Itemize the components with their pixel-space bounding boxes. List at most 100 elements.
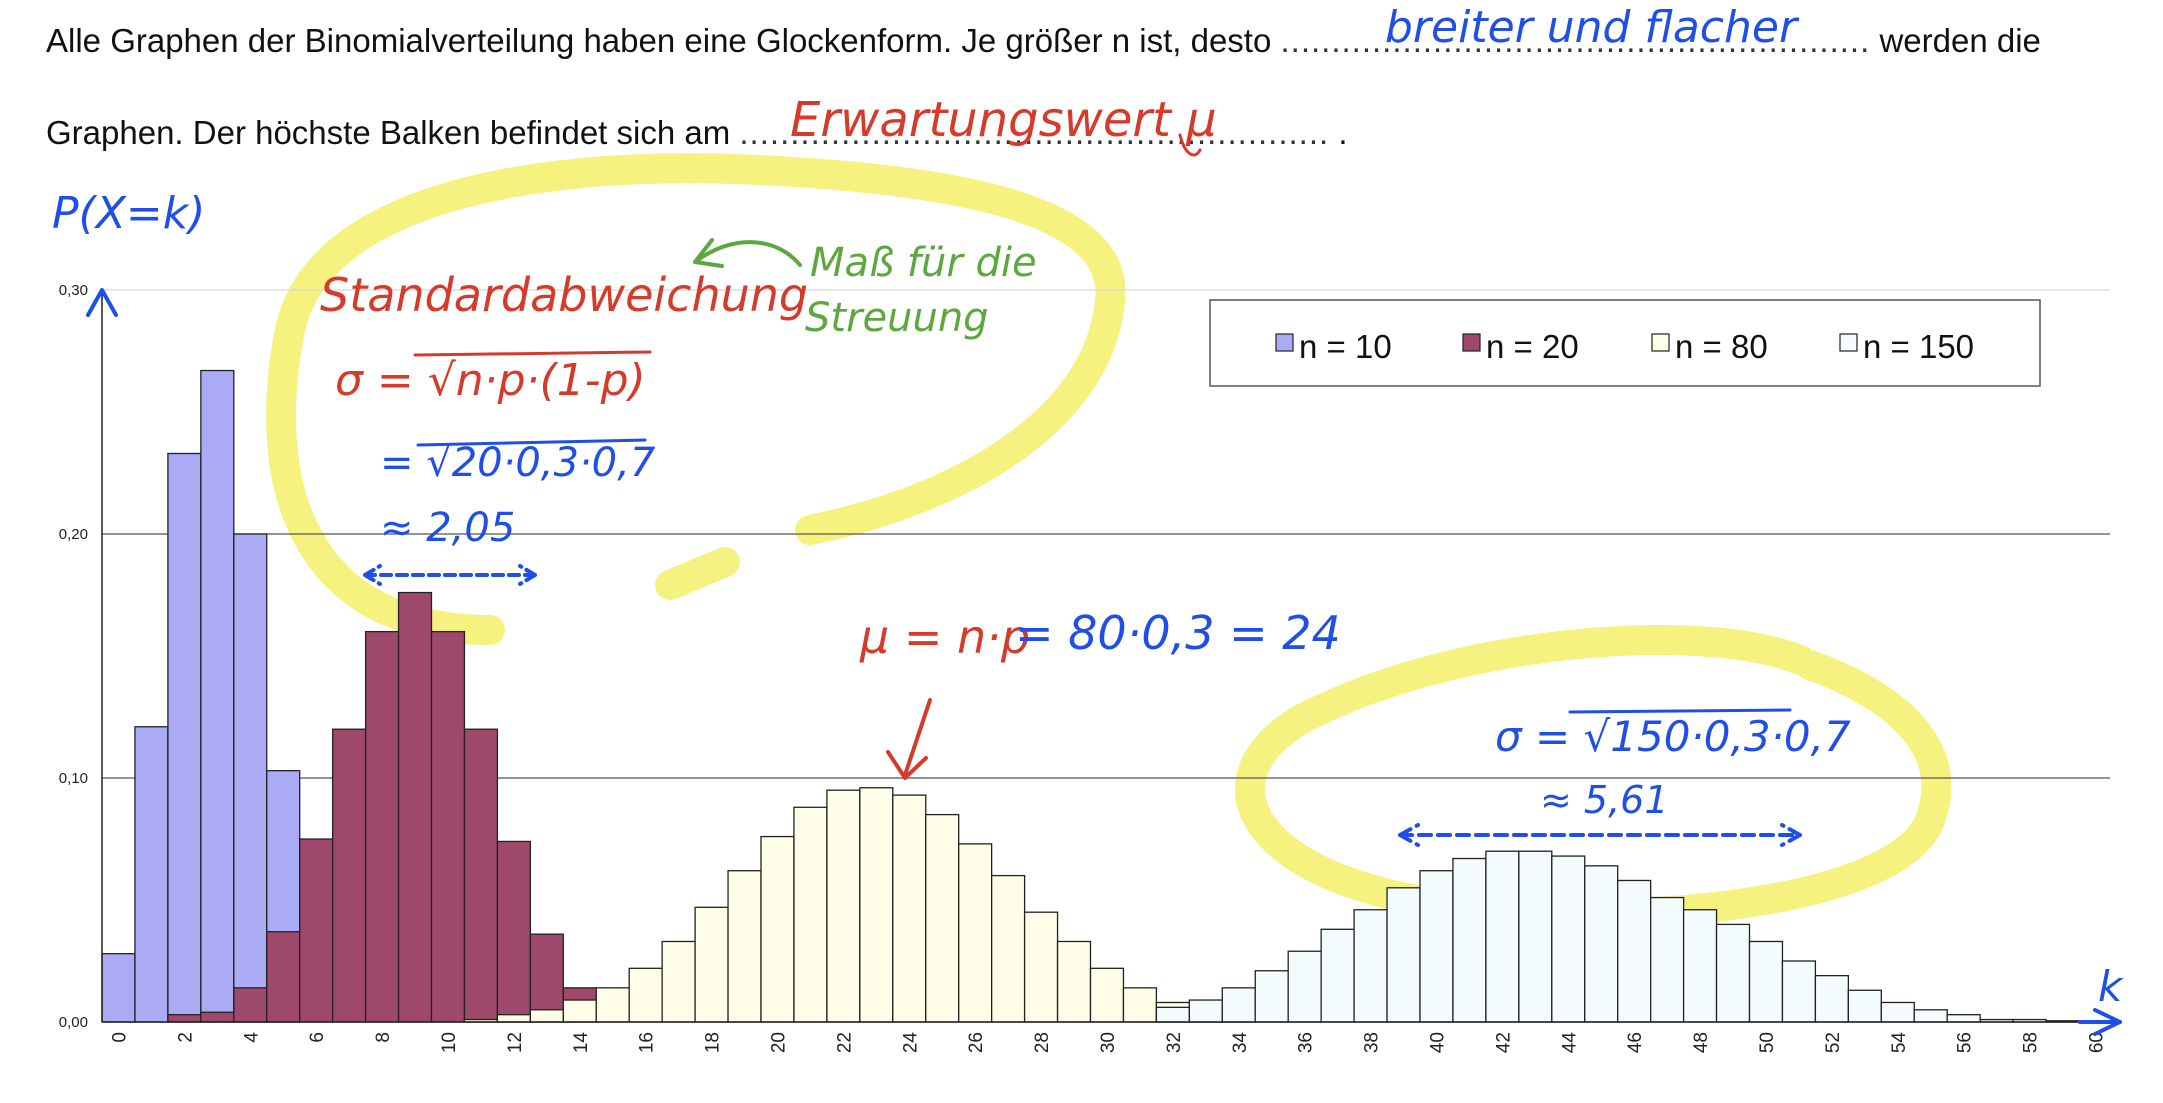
x-tick: 34: [1230, 1032, 1251, 1054]
mu-arrow-icon: [886, 698, 932, 780]
x-tick: 18: [703, 1032, 724, 1053]
x-tick-label: 24: [900, 1032, 921, 1054]
bar-series-4: [1320, 928, 1355, 1023]
x-tick: 60: [2086, 1032, 2107, 1053]
y-tick-label: 0,00: [59, 1014, 88, 1031]
bar-series-2: [167, 1014, 202, 1023]
bar-series-1: [134, 726, 169, 1023]
x-tick-label: 52: [1823, 1032, 1844, 1053]
mass-note-line-1: Maß für die: [810, 240, 1037, 286]
blank-2: ........................................…: [739, 114, 1330, 151]
x-tick-label: 48: [1691, 1032, 1712, 1053]
legend-swatch: [1839, 333, 1858, 352]
std-result: ≈ 2,05: [380, 505, 516, 551]
bar-series-4: [1254, 970, 1289, 1023]
bar-series-4: [1353, 909, 1388, 1023]
x-tick-label: 4: [241, 1032, 262, 1043]
sentence-1-end: werden die: [1879, 22, 2041, 59]
x-tick-label: 6: [307, 1032, 328, 1043]
bar-series-4: [1946, 1014, 1981, 1023]
bar-series-3: [595, 987, 630, 1023]
x-tick-label: 28: [1032, 1032, 1053, 1053]
bar-series-4: [1221, 987, 1256, 1023]
y-tick-label: 0,20: [59, 526, 88, 543]
bar-series-3: [892, 794, 927, 1023]
x-tick: 0: [109, 1032, 130, 1043]
bar-series-3: [1122, 987, 1158, 1023]
x-tick-labels: 0 2 4 6 8 10 12 14 16 18 20 22 24 26 28 30 32 34 36 38 40 42 4…: [109, 1032, 2107, 1054]
bar-series-1: [233, 533, 268, 1023]
x-tick: 36: [1296, 1032, 1317, 1053]
x-tick-label: 2: [175, 1032, 196, 1043]
x-tick-label: 12: [505, 1032, 526, 1053]
bar-series-1: [101, 953, 136, 1023]
x-tick-label: 20: [768, 1032, 789, 1053]
x-tick: 14: [571, 1032, 592, 1054]
x-tick-label: 22: [834, 1032, 855, 1053]
x-tick-label: 58: [2021, 1032, 2042, 1053]
std-calc: = √20·0,3·0,7: [380, 440, 656, 486]
mass-note-line-2: Streuung: [805, 295, 989, 341]
bar-series-4: [1386, 887, 1421, 1023]
std-title: Standardabweichung: [320, 268, 809, 322]
bar-series-3: [628, 967, 663, 1023]
x-tick-label: 10: [439, 1032, 460, 1053]
x-tick: 54: [1889, 1032, 1910, 1054]
sqrt-bar-1: [413, 350, 652, 357]
x-tick: 52: [1823, 1032, 1844, 1053]
axes: [101, 290, 2110, 1023]
x-tick: 4: [241, 1032, 262, 1043]
bar-series-3: [496, 1014, 531, 1023]
x-tick: 2: [175, 1032, 196, 1043]
highlight-stroke-small: [655, 547, 740, 600]
x-tick-label: 36: [1296, 1032, 1317, 1053]
answer-2: Erwartungswert μ: [790, 92, 1217, 148]
bar-series-4: [1419, 870, 1454, 1023]
bar-series-2: [397, 591, 433, 1023]
bar-series-3: [1023, 911, 1059, 1023]
x-tick: 16: [637, 1032, 658, 1053]
bar-series-3: [991, 874, 1026, 1023]
legend-label: n = 80: [1675, 328, 1768, 365]
bar-series-2: [496, 840, 531, 1023]
blank-1: ........................................…: [1280, 22, 1871, 59]
bar-series-4: [1155, 1006, 1191, 1023]
legend-swatch: [1462, 333, 1481, 352]
x-tick-label: 16: [637, 1032, 658, 1053]
bar-series-2: [364, 630, 400, 1023]
bar-series-3: [562, 999, 597, 1023]
bar-series-3: [925, 813, 960, 1023]
x-tick-label: 26: [966, 1032, 987, 1053]
y-axis-arrow-icon: [86, 288, 118, 317]
bar-series-3: [760, 835, 795, 1023]
x-tick: 26: [966, 1032, 987, 1053]
x-tick: 8: [373, 1032, 394, 1043]
bar-series-4: [1781, 960, 1817, 1023]
x-tick-label: 56: [1955, 1032, 1976, 1053]
sigma150-result: ≈ 5,61: [1540, 778, 1669, 822]
bar-series-3: [694, 906, 729, 1023]
x-tick-label: 0: [109, 1032, 130, 1043]
x-tick-label: 44: [1559, 1032, 1580, 1054]
bar-series-4: [1617, 879, 1652, 1023]
std-formula: σ = √n·p·(1-p): [335, 355, 646, 406]
sentence-2-start: Graphen. Der höchste Balken befindet sic…: [46, 114, 731, 151]
x-tick-label: 38: [1362, 1032, 1383, 1053]
bar-series-4: [1913, 1009, 1948, 1023]
x-tick: 6: [307, 1032, 328, 1043]
x-tick-label: 60: [2086, 1032, 2107, 1053]
bar-series-2: [233, 987, 268, 1023]
sentence-line-1: Alle Graphen der Binomialverteilung habe…: [46, 22, 2041, 60]
legend-box: [1209, 299, 2041, 387]
bar-series-4: [1650, 896, 1685, 1023]
bar-series-4: [1485, 850, 1520, 1023]
bar-series-1: [167, 452, 202, 1023]
bar-series-3: [1089, 967, 1125, 1023]
bar-series-4: [1814, 974, 1850, 1023]
legend: n = 10 n = 20 n = 80 n = 150: [1209, 299, 2041, 387]
mu-formula-blue: = 80·0,3 = 24: [1015, 606, 1341, 660]
bar-series-4: [1715, 923, 1751, 1023]
bar-series-4: [1287, 950, 1322, 1023]
bar-series-3: [859, 787, 894, 1023]
green-arrow-icon: [693, 238, 802, 268]
